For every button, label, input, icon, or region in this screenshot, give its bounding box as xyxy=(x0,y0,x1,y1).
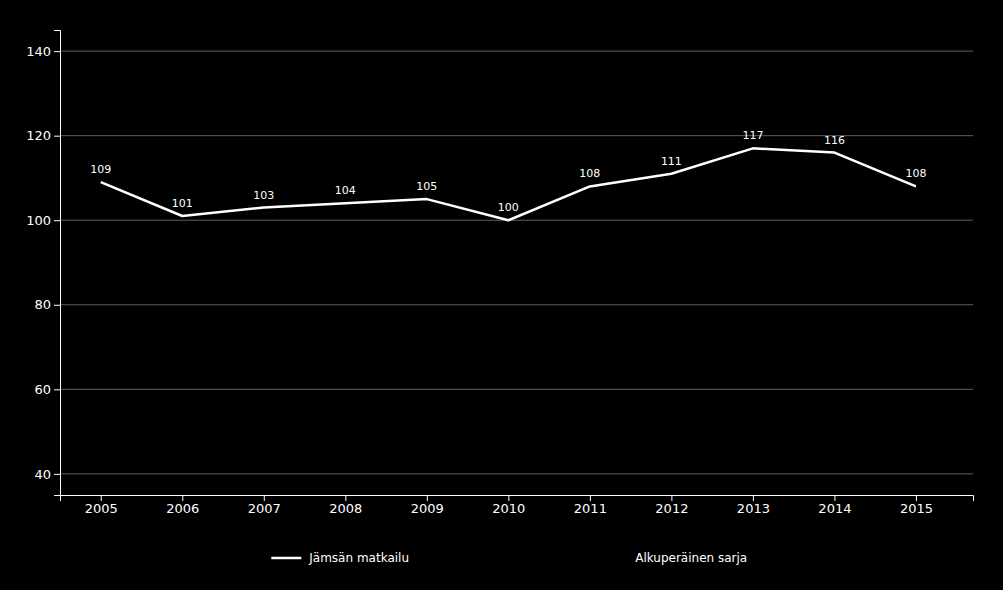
data-label: 108 xyxy=(579,167,600,180)
tick-mark xyxy=(834,495,835,501)
tick: 2008 xyxy=(329,495,362,516)
tick-label: 2014 xyxy=(818,501,851,516)
data-label: 105 xyxy=(416,180,437,193)
tick-mark xyxy=(101,495,102,501)
chart: 2005 2006 2007 2008 2009 2010 2011 2012 2013 2014… xyxy=(0,0,1003,590)
grid-line xyxy=(60,220,973,221)
legend-item: Jämsän matkailu xyxy=(271,551,409,565)
tick-label: 2013 xyxy=(737,501,770,516)
tick-label: 2005 xyxy=(85,501,118,516)
data-label: 103 xyxy=(253,189,274,202)
tick: 2005 xyxy=(85,495,118,516)
line xyxy=(101,148,916,220)
tick: 40 xyxy=(34,467,60,482)
tick-mark xyxy=(508,495,509,501)
axis-line xyxy=(61,496,974,502)
x-axis: 2005 2006 2007 2008 2009 2010 2011 2012 2013 2014… xyxy=(61,495,974,516)
tick-label: 2012 xyxy=(655,501,688,516)
tick-label: 140 xyxy=(26,44,51,59)
grid-line xyxy=(60,304,973,305)
grid-line xyxy=(60,51,973,52)
tick-mark xyxy=(671,495,672,501)
tick: 60 xyxy=(34,382,60,397)
y-axis: 40 60 80 100 120 140 xyxy=(26,31,60,496)
tick-mark xyxy=(264,495,265,501)
tick: 2011 xyxy=(574,495,607,516)
data-label: 109 xyxy=(90,163,111,176)
tick-label: 80 xyxy=(34,297,51,312)
tick-label: 2015 xyxy=(900,501,933,516)
tick: 2006 xyxy=(166,495,199,516)
data-labels: 109 101 103 104 105 100 108 111 117 116 108 xyxy=(90,129,926,214)
tick-label: 100 xyxy=(26,213,51,228)
data-label: 111 xyxy=(661,155,682,168)
tick: 80 xyxy=(34,297,60,312)
tick-label: 40 xyxy=(34,467,51,482)
tick: 2010 xyxy=(492,495,525,516)
grid xyxy=(60,51,973,474)
tick-mark xyxy=(753,495,754,501)
tick-mark xyxy=(182,495,183,501)
tick: 2009 xyxy=(411,495,444,516)
background xyxy=(0,0,1003,590)
tick-label: 2006 xyxy=(166,501,199,516)
tick-label: 2011 xyxy=(574,501,607,516)
legend: Jämsän matkailu xyxy=(271,551,409,565)
marks xyxy=(101,148,916,220)
tick-mark xyxy=(54,389,60,390)
tick-label: 2007 xyxy=(248,501,281,516)
legend-label: Jämsän matkailu xyxy=(308,551,409,565)
tick: 100 xyxy=(26,213,60,228)
tick-label: 60 xyxy=(34,382,51,397)
tick: 2013 xyxy=(737,495,770,516)
plot: 2005 2006 2007 2008 2009 2010 2011 2012 2013 2014… xyxy=(26,31,973,517)
tick: 120 xyxy=(26,128,60,143)
tick-label: 2010 xyxy=(492,501,525,516)
tick-mark xyxy=(54,136,60,137)
tick-mark xyxy=(345,495,346,501)
data-label: 100 xyxy=(498,201,519,214)
tick: 2007 xyxy=(248,495,281,516)
tick: 2015 xyxy=(900,495,933,516)
tick-mark xyxy=(54,51,60,52)
legend-swatch xyxy=(271,557,301,560)
grid-line xyxy=(60,473,973,474)
data-label: 117 xyxy=(742,129,763,142)
tick-mark xyxy=(916,495,917,501)
tick: 2014 xyxy=(818,495,851,516)
tick-mark xyxy=(54,474,60,475)
tick-mark xyxy=(427,495,428,501)
tick: 2012 xyxy=(655,495,688,516)
annotation: Alkuperäinen sarja xyxy=(635,551,747,565)
tick-mark xyxy=(590,495,591,501)
tick: 140 xyxy=(26,44,60,59)
tick-label: 2008 xyxy=(329,501,362,516)
data-label: 108 xyxy=(905,167,926,180)
tick-label: 2009 xyxy=(411,501,444,516)
data-label: 116 xyxy=(824,134,845,147)
data-label: 104 xyxy=(335,184,356,197)
tick-mark xyxy=(54,220,60,221)
axis-line xyxy=(54,31,61,496)
tick-label: 120 xyxy=(26,128,51,143)
tick-mark xyxy=(54,305,60,306)
grid-line xyxy=(60,389,973,390)
data-label: 101 xyxy=(172,197,193,210)
